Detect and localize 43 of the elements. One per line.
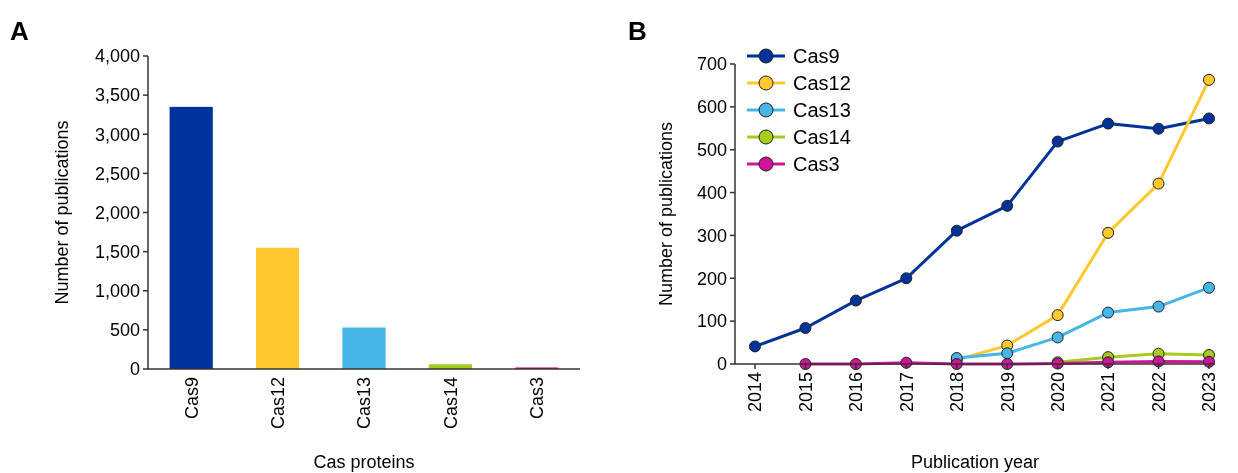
y-tick-label: 3,500 <box>94 85 140 106</box>
x-tick-label: 2020 <box>1047 372 1068 413</box>
y-tick-label: 1,500 <box>94 241 140 262</box>
x-tick-label: 2014 <box>745 372 766 413</box>
y-axis-title: Number of publications <box>656 121 676 307</box>
legend-label: Cas3 <box>793 153 840 175</box>
legend-label: Cas9 <box>793 45 840 67</box>
y-tick-label: 300 <box>696 225 727 246</box>
y-tick-label: 500 <box>109 320 140 341</box>
x-tick-label: 2019 <box>997 372 1018 413</box>
chart-title: B <box>628 16 647 46</box>
x-tick-label: 2018 <box>947 372 968 413</box>
x-tick-label: 2016 <box>846 372 867 413</box>
x-axis-title: Publication year <box>910 452 1040 472</box>
legend-label: Cas14 <box>793 126 851 148</box>
y-axis-title: Number of publications <box>52 120 72 305</box>
y-tick-label: 0 <box>129 359 140 380</box>
x-tick-label: 2021 <box>1098 372 1119 413</box>
y-tick-label: 100 <box>696 311 727 332</box>
legend-label: Cas12 <box>793 72 851 94</box>
y-tick-label: 2,000 <box>94 202 140 223</box>
y-tick-label: 600 <box>696 97 727 118</box>
y-tick-label: 1,000 <box>94 281 140 302</box>
x-tick-label: 2017 <box>896 372 917 413</box>
chart-title: A <box>10 16 29 46</box>
y-tick-label: 0 <box>716 354 727 375</box>
legend-label: Cas13 <box>793 99 851 121</box>
x-tick-label: Cas13 <box>354 377 375 430</box>
x-tick-label: 2015 <box>795 372 816 413</box>
y-tick-label: 3,000 <box>94 124 140 145</box>
y-tick-label: 4,000 <box>94 46 140 67</box>
x-tick-label: Cas12 <box>267 377 288 430</box>
x-tick-label: Cas9 <box>181 377 202 420</box>
y-tick-label: 700 <box>696 54 727 75</box>
y-tick-label: 400 <box>696 182 727 203</box>
x-tick-label: Cas14 <box>440 377 461 430</box>
y-tick-label: 200 <box>696 268 727 289</box>
y-tick-label: 500 <box>696 140 727 161</box>
y-tick-label: 2,500 <box>94 163 140 184</box>
x-tick-label: 2023 <box>1199 372 1220 413</box>
x-tick-label: Cas3 <box>527 377 548 420</box>
x-axis-title: Cas proteins <box>313 452 415 472</box>
x-tick-label: 2022 <box>1148 372 1169 413</box>
